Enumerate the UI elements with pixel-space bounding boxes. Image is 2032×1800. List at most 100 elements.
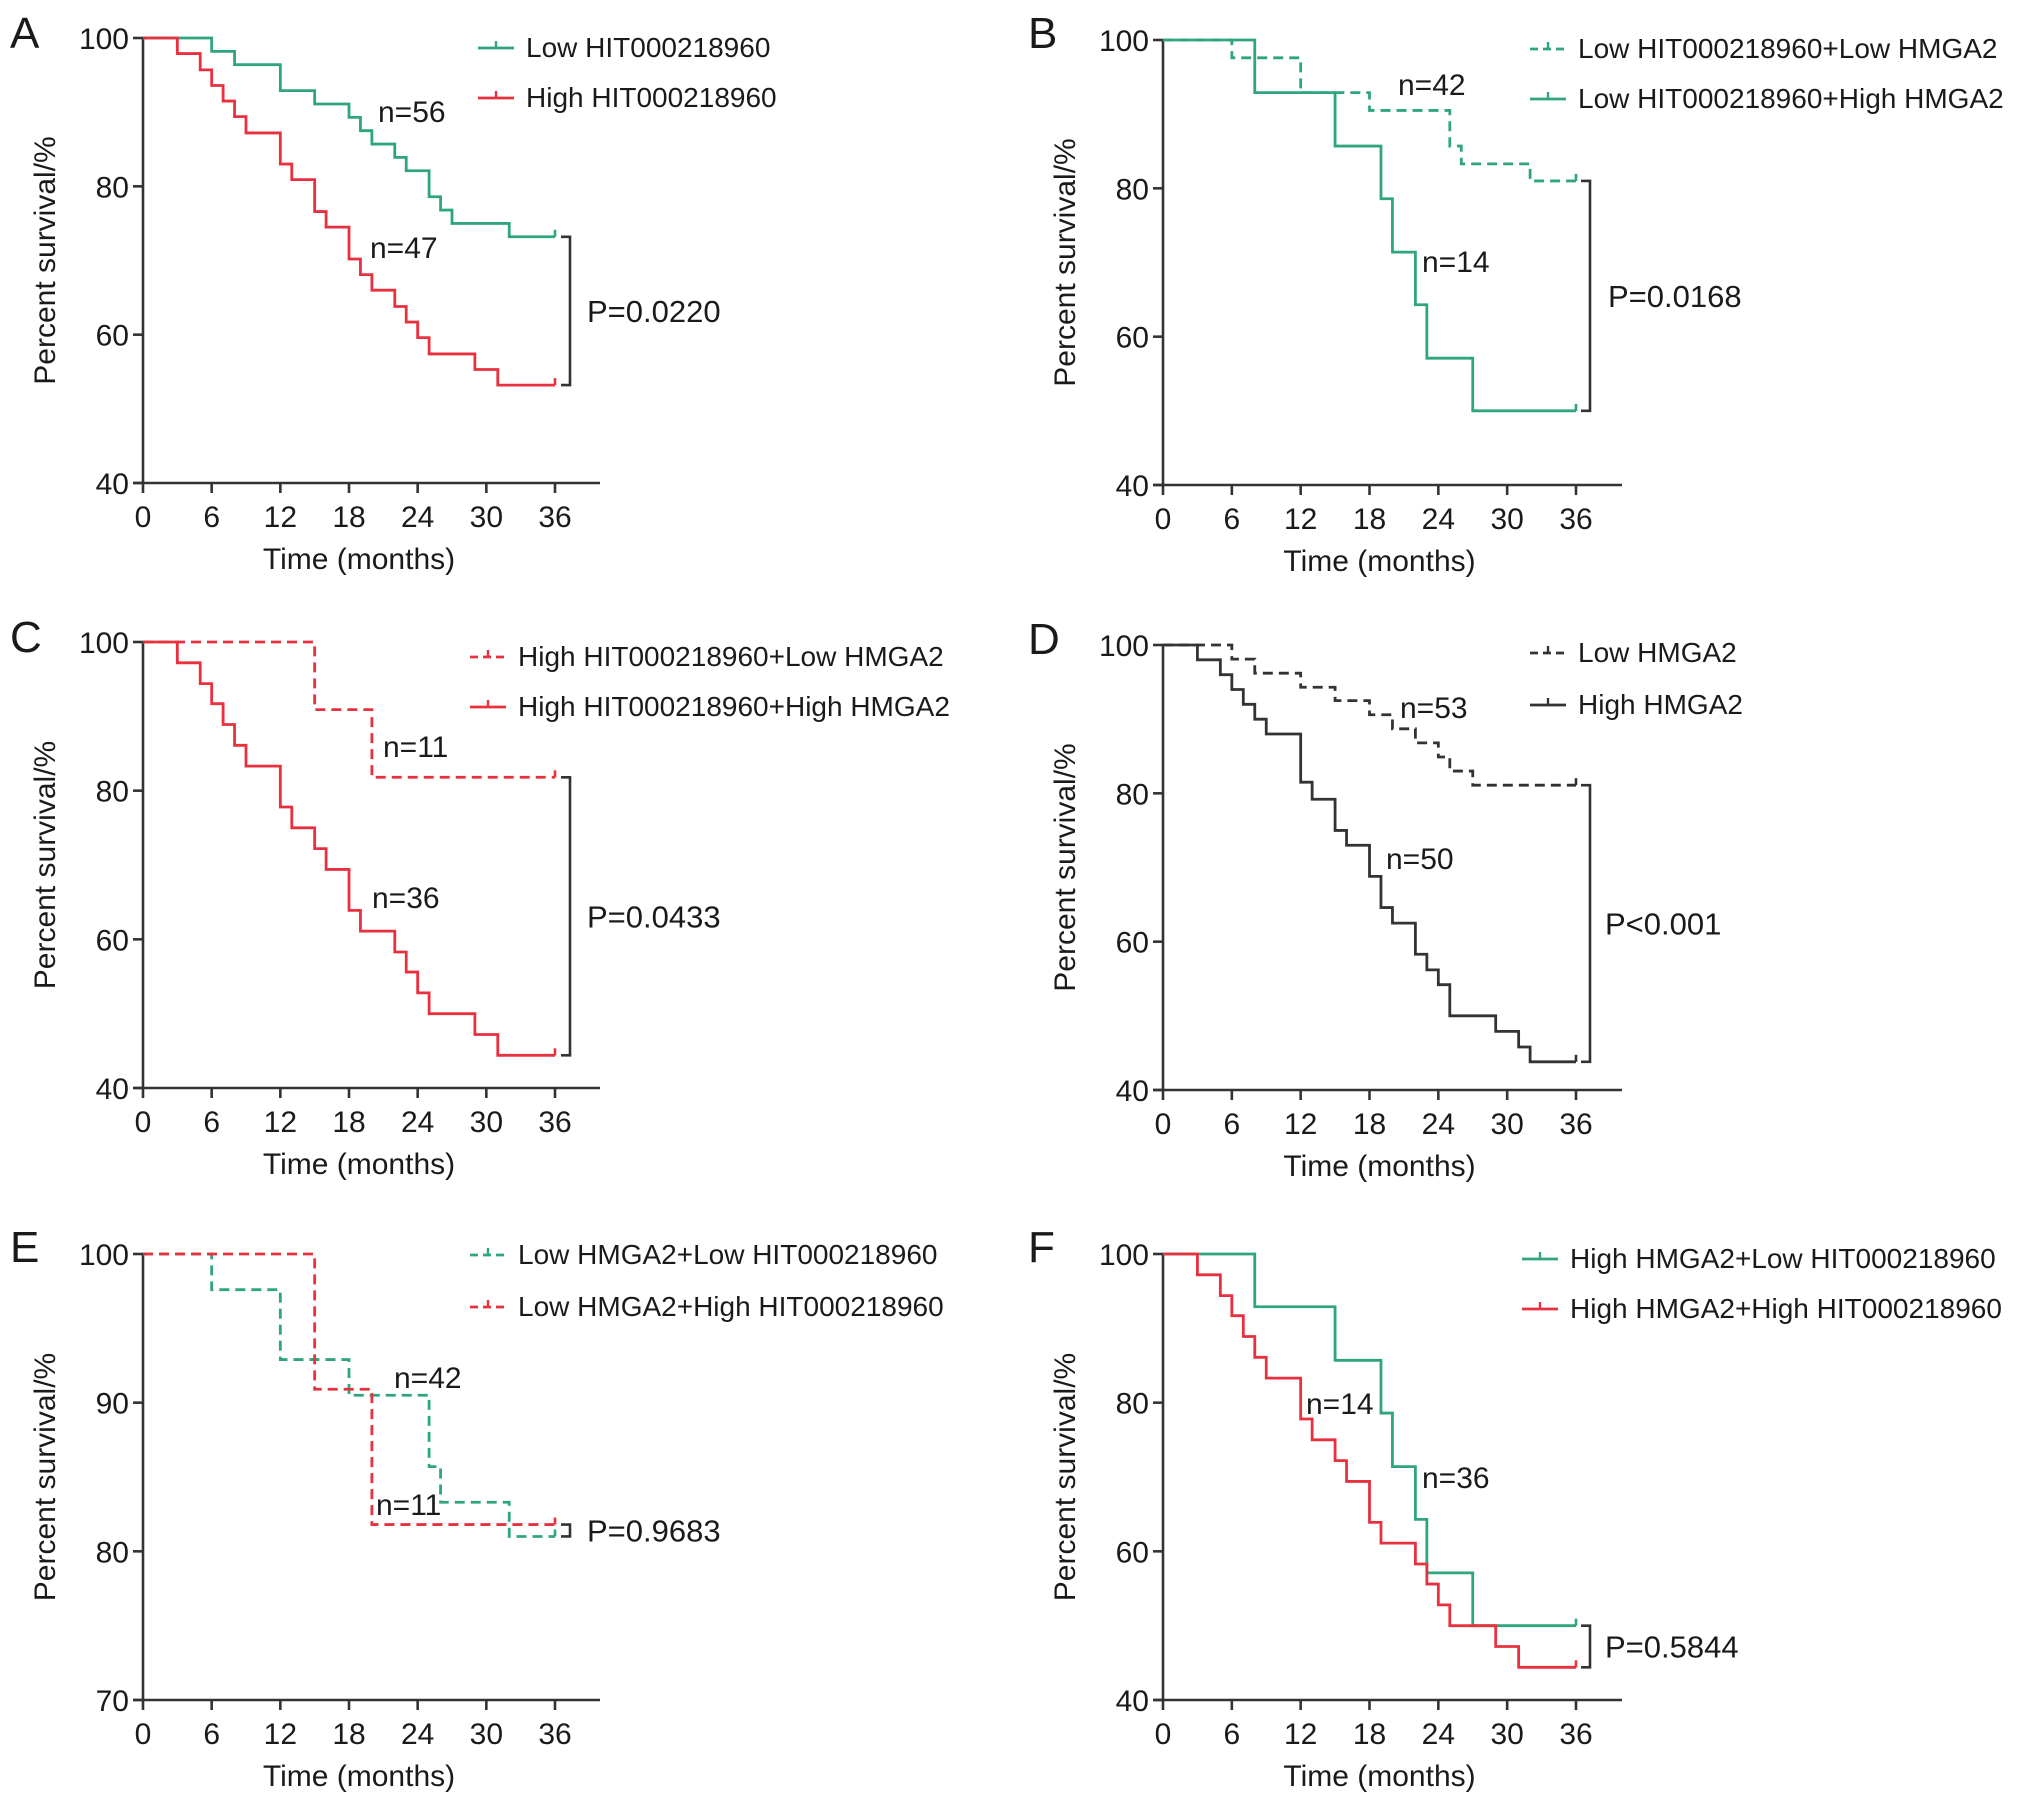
legend-label: High HMGA2 [1578,689,1743,720]
x-axis-title: Time (months) [263,543,455,576]
panel-c: C 40 60 80 100 0 6 12 18 24 30 36 Time (months) Perce… [10,613,950,1181]
p-value-label: P=0.5844 [1605,1629,1739,1664]
x-tick-label: 12 [264,1106,297,1139]
panel-label: B [1028,9,1057,58]
survival-curve-1 [143,640,555,779]
x-tick-label: 24 [1422,503,1455,536]
n-label: n=42 [394,1362,462,1395]
y-tick-label: 40 [1116,1685,1149,1718]
y-tick-label: 80 [96,171,129,204]
x-tick-label: 0 [1155,1108,1172,1141]
legend-entry: Low HMGA2 [1530,637,1737,668]
x-tick-label: 18 [332,1718,365,1751]
n-label: n=50 [1386,843,1454,876]
p-value-label: P=0.0433 [587,899,721,934]
x-axis-title: Time (months) [1283,1150,1475,1183]
x-tick-label: 12 [264,1718,297,1751]
x-tick-label: 36 [538,1718,571,1751]
legend-label: High HMGA2+Low HIT000218960 [1570,1243,1996,1274]
x-tick-label: 0 [1155,1718,1172,1751]
legend-label: Low HIT000218960+High HMGA2 [1578,83,2004,114]
y-axis-title: Percent survival/% [1049,138,1082,386]
legend-label: Low HMGA2 [1578,637,1737,668]
panel-label: C [10,613,42,662]
legend-entry: High HMGA2 [1530,689,1743,720]
y-tick-label: 100 [79,1239,129,1272]
x-tick-label: 6 [1223,1718,1240,1751]
legend-label: Low HMGA2+Low HIT000218960 [518,1239,937,1270]
legend-entry: High HMGA2+Low HIT000218960 [1522,1243,1996,1274]
legend-label: High HIT000218960 [526,82,777,113]
x-axis-title: Time (months) [1283,545,1475,578]
legend-entry: High HIT000218960 [478,82,777,113]
panel-label: E [10,1223,39,1272]
y-tick-label: 60 [96,320,129,353]
n-label: n=56 [378,96,446,129]
panel-label: A [10,9,40,58]
legend-entry: Low HMGA2+Low HIT000218960 [470,1239,937,1270]
p-value-label: P=0.9683 [587,1514,721,1549]
panel-f: F 40 60 80 100 0 6 12 18 24 30 36 Time (months) Perce… [1028,1223,2002,1793]
x-tick-label: 36 [1559,1718,1592,1751]
y-tick-label: 60 [1116,322,1149,355]
y-tick-label: 90 [96,1388,129,1421]
x-tick-label: 24 [401,501,434,534]
x-tick-label: 0 [135,1718,152,1751]
x-tick-label: 18 [1353,503,1386,536]
y-tick-label: 100 [1099,25,1149,58]
y-tick-label: 60 [96,924,129,957]
y-tick-label: 40 [96,1073,129,1106]
x-tick-label: 36 [1559,1108,1592,1141]
n-label: n=14 [1306,1388,1374,1421]
survival-curve-1 [1163,643,1576,787]
p-value-label: P<0.001 [1605,906,1721,941]
survival-curve-2 [1163,643,1576,1064]
survival-curve-1 [143,1252,555,1538]
n-label: n=11 [383,731,448,764]
legend-label: High HIT000218960+High HMGA2 [518,691,950,722]
y-tick-label: 40 [1116,470,1149,503]
y-tick-label: 100 [1099,1239,1149,1272]
x-tick-label: 30 [1490,1108,1523,1141]
y-tick-label: 80 [96,776,129,809]
x-axis-title: Time (months) [1283,1760,1475,1793]
x-tick-label: 18 [1353,1718,1386,1751]
x-tick-label: 6 [1223,1108,1240,1141]
survival-curve-1 [143,36,555,239]
n-label: n=36 [1422,1462,1490,1495]
x-axis-title: Time (months) [263,1148,455,1181]
x-tick-label: 24 [1422,1718,1455,1751]
legend-label: Low HMGA2+High HIT000218960 [518,1291,944,1322]
y-axis-title: Percent survival/% [29,136,62,384]
legend-entry: Low HMGA2+High HIT000218960 [470,1291,944,1322]
x-tick-label: 36 [1559,503,1592,536]
x-tick-label: 30 [1490,503,1523,536]
significance-bracket [561,775,572,1057]
x-tick-label: 36 [538,1106,571,1139]
x-tick-label: 30 [470,501,503,534]
x-tick-label: 18 [332,1106,365,1139]
x-tick-label: 30 [470,1106,503,1139]
p-value-label: P=0.0168 [1608,279,1742,314]
y-tick-label: 80 [1116,1388,1149,1421]
survival-curve-2 [143,1252,555,1526]
survival-curve-2 [1163,38,1576,413]
y-tick-label: 60 [1116,1536,1149,1569]
y-tick-label: 40 [1116,1075,1149,1108]
x-tick-label: 0 [1155,503,1172,536]
y-tick-label: 100 [79,23,129,56]
legend-label: Low HIT000218960+Low HMGA2 [1578,33,1997,64]
legend-entry: High HMGA2+High HIT000218960 [1522,1293,2002,1324]
panel-e: E 70 80 90 100 0 6 12 18 24 30 36 Time (months) Perce… [10,1223,944,1793]
x-tick-label: 18 [1353,1108,1386,1141]
x-tick-label: 6 [203,1718,220,1751]
legend-entry: Low HIT000218960 [478,32,770,63]
y-tick-label: 100 [1099,630,1149,663]
legend-label: Low HIT000218960 [526,32,770,63]
x-tick-label: 18 [332,501,365,534]
y-tick-label: 80 [1116,778,1149,811]
legend-label: High HIT000218960+Low HMGA2 [518,641,944,672]
y-tick-label: 100 [79,627,129,660]
y-tick-label: 60 [1116,927,1149,960]
